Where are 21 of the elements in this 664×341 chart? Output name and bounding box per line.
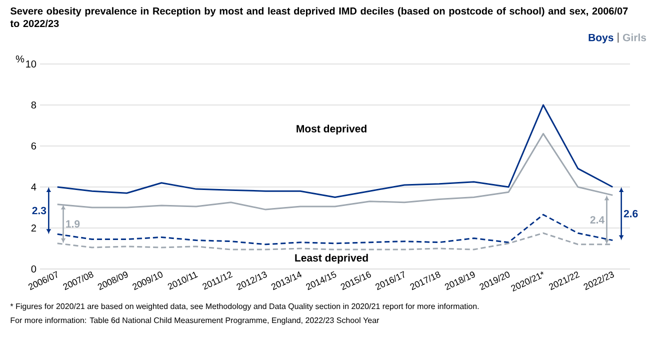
line-series [56,104,614,198]
annotation: 2.4 [590,216,604,224]
annotation: Most deprived [296,124,366,134]
line-series [56,132,614,210]
text: Boys [588,34,614,44]
annotation: 2.3 [32,206,46,214]
y-tick-label: 10 [26,60,36,68]
annotation: 2.6 [624,210,638,218]
y-tick-label: 8 [31,101,36,109]
y-tick-label: 6 [31,142,36,150]
y-tick-label: 0 [31,265,36,273]
y-axis-title: % [16,55,24,62]
y-tick-label: 4 [31,184,36,190]
text: * Figures for 2020/21 are based on weighted data, see Methodology and Data Quality section in 2020/21 report for more information. [10,303,479,311]
annotation: Least deprived [295,254,368,264]
chart-title: Severe obesity prevalence in Reception by most and least deprived IMD deciles (based on postcode of school) and sex, 2006/07 to 2022/23 [10,7,628,28]
annotation: 1.9 [66,220,80,228]
line-series [56,214,614,246]
text: Girls [622,34,646,42]
y-tick-label: 2 [31,224,36,232]
text: For more information: Table 6d National Child Measurement Programme, England, 2022/23 School Year [10,317,380,325]
